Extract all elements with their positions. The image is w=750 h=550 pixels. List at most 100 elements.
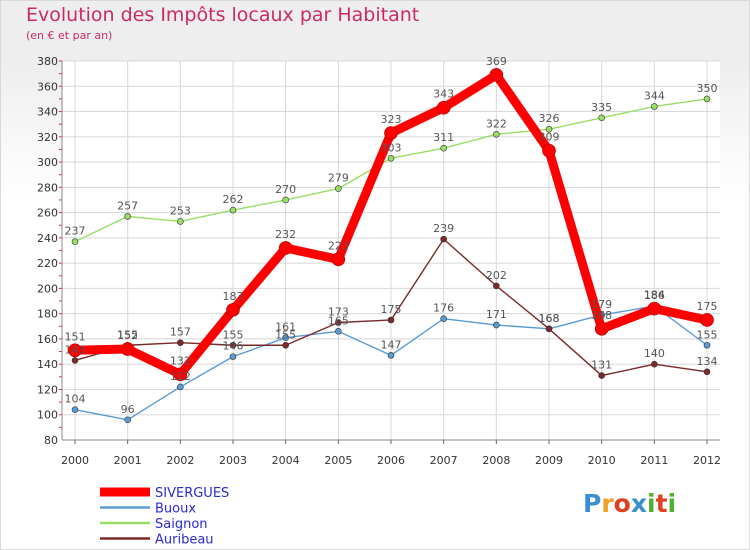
- legend-label: Auribeau: [155, 533, 214, 548]
- legend-label: SIVERGUES: [155, 486, 229, 501]
- data-point: [598, 114, 605, 122]
- y-tick-label: 100: [37, 409, 58, 422]
- data-point: [177, 339, 184, 347]
- data-point: [436, 100, 451, 115]
- data-point: [387, 154, 395, 162]
- y-tick-label: 280: [37, 181, 58, 194]
- data-label: 146: [223, 340, 244, 353]
- data-point: [387, 316, 395, 324]
- data-point: [545, 125, 553, 133]
- data-label: 202: [486, 269, 507, 282]
- data-label: 152: [117, 329, 138, 342]
- data-point: [545, 325, 553, 333]
- data-point: [71, 406, 79, 413]
- data-label: 165: [328, 314, 349, 327]
- data-point: [598, 372, 605, 379]
- legend-label: Buoux: [155, 502, 196, 517]
- data-label: 155: [223, 328, 244, 341]
- chart-subtitle: (en € et par an): [26, 29, 113, 42]
- data-point: [542, 143, 556, 158]
- data-point: [594, 322, 609, 336]
- data-point: [68, 343, 82, 358]
- data-point: [226, 303, 240, 317]
- data-label: 151: [65, 330, 86, 343]
- data-label: 179: [591, 298, 612, 311]
- logo-letter: x: [630, 489, 647, 518]
- logo-letter: o: [613, 489, 631, 518]
- data-point: [651, 103, 658, 110]
- logo-letter: t: [655, 489, 668, 518]
- x-tick-label: 2012: [693, 454, 721, 467]
- data-label: 168: [539, 312, 560, 325]
- proxiti-logo: Proxiti: [583, 489, 676, 518]
- legend-label: Saignon: [155, 517, 208, 532]
- data-point: [177, 218, 184, 225]
- x-tick-label: 2003: [219, 454, 247, 467]
- data-label: 132: [170, 354, 191, 367]
- data-point: [703, 95, 711, 103]
- data-point: [384, 126, 398, 140]
- series-saignon: [71, 95, 711, 245]
- x-tick-label: 2007: [430, 454, 458, 467]
- data-label: 184: [644, 289, 665, 302]
- y-tick-label: 240: [37, 232, 58, 245]
- data-label: 147: [381, 338, 402, 351]
- y-tick-label: 160: [37, 333, 58, 346]
- y-tick-label: 320: [37, 131, 58, 144]
- data-point: [71, 357, 79, 364]
- x-tick-label: 2008: [482, 454, 510, 467]
- data-point: [493, 321, 500, 329]
- data-label: 344: [644, 89, 665, 102]
- x-tick-label: 2002: [166, 454, 194, 467]
- logo-letter: i: [647, 489, 656, 518]
- data-point: [331, 252, 346, 267]
- data-label: 157: [170, 326, 191, 339]
- data-point: [335, 319, 342, 326]
- data-point: [493, 282, 500, 290]
- data-point: [651, 360, 658, 368]
- data-label: 155: [697, 328, 718, 341]
- data-point: [282, 341, 289, 349]
- chart-title: Evolution des Impôts locaux par Habitant: [26, 4, 420, 26]
- y-tick-label: 180: [37, 308, 58, 321]
- y-tick-label: 120: [37, 383, 58, 396]
- data-point: [282, 334, 289, 341]
- y-tick-label: 340: [37, 106, 58, 119]
- x-tick-label: 2001: [114, 454, 142, 467]
- data-point: [71, 238, 79, 245]
- data-point: [440, 144, 447, 152]
- data-point: [120, 342, 135, 356]
- data-point: [335, 328, 342, 335]
- data-label: 96: [121, 403, 135, 416]
- data-label: 155: [117, 328, 138, 341]
- data-label: 262: [223, 193, 244, 206]
- logo-letter: i: [667, 489, 677, 518]
- data-label: 232: [275, 228, 296, 241]
- data-label: 122: [170, 370, 191, 383]
- logo-letter: r: [601, 489, 614, 518]
- data-label: 335: [591, 101, 612, 114]
- data-label: 322: [486, 117, 507, 130]
- data-point: [703, 368, 711, 376]
- data-point: [493, 130, 500, 138]
- data-label: 131: [591, 359, 612, 372]
- data-point: [173, 367, 188, 382]
- data-label: 104: [65, 393, 86, 406]
- data-label: 173: [328, 306, 349, 319]
- data-label: 155: [275, 328, 296, 341]
- data-label: 175: [381, 303, 402, 316]
- y-tick-label: 260: [37, 207, 58, 220]
- data-point: [229, 206, 237, 214]
- data-label: 134: [697, 355, 718, 368]
- x-tick-label: 2011: [640, 454, 668, 467]
- data-label: 326: [539, 112, 560, 125]
- data-label: 350: [697, 82, 718, 95]
- data-label: 323: [381, 113, 402, 126]
- data-label: 176: [433, 302, 454, 315]
- data-point: [647, 301, 662, 316]
- data-label: 257: [117, 199, 138, 212]
- data-label: 309: [539, 131, 560, 144]
- data-label: 171: [486, 308, 507, 321]
- y-tick-label: 220: [37, 257, 58, 270]
